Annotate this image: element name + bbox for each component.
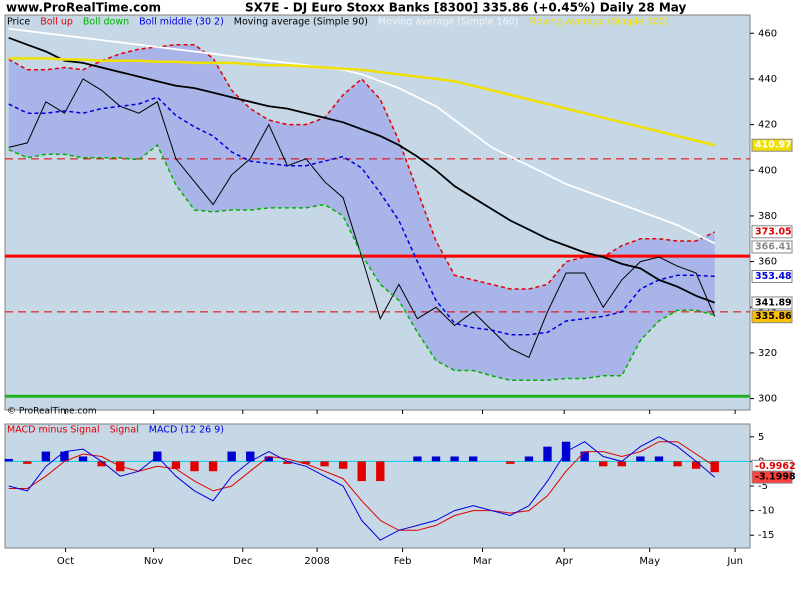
histogram-bar — [227, 451, 236, 462]
price-tag-label: -0.9962 — [755, 461, 796, 472]
histogram-bar — [710, 461, 719, 473]
legend-entry: Moving average (Simple 90) — [234, 17, 368, 28]
chart-title: SX7E - DJ Euro Stoxx Banks [8300] 335.86… — [245, 1, 687, 15]
price-tag-label: 335.86 — [755, 311, 792, 322]
histogram-bar — [301, 461, 311, 464]
legend-entry: MACD minus Signal — [7, 425, 100, 436]
series-line — [8, 43, 716, 290]
price-tag — [751, 296, 793, 310]
series-line — [8, 96, 715, 336]
x-tick-label: 2008 — [304, 556, 329, 567]
price-tag — [751, 269, 793, 283]
histogram-bar — [543, 446, 552, 462]
histogram-bar — [208, 461, 218, 472]
price-tag-label: 366.41 — [755, 241, 792, 252]
series-line — [8, 143, 715, 382]
x-tick-label: Feb — [394, 556, 412, 567]
y-tick-label: -5 — [758, 481, 768, 492]
histogram-bar — [450, 456, 459, 462]
y-tick-label: 360 — [758, 257, 777, 268]
x-tick-label: Nov — [144, 556, 164, 567]
histogram-bar — [524, 456, 534, 462]
histogram-bar — [78, 456, 88, 462]
series-line — [8, 57, 715, 147]
price-tag — [751, 138, 793, 152]
histogram-bar — [376, 461, 385, 482]
price-tag-label: -3.1998 — [755, 472, 796, 483]
price-tag — [751, 310, 793, 324]
y-tick-label: 300 — [758, 394, 777, 405]
x-tick-label: Jun — [726, 556, 743, 567]
histogram-bar — [673, 461, 682, 467]
x-tick-label: Mar — [473, 556, 493, 567]
series-line — [8, 27, 716, 245]
copyright: © ProRealTime.com — [7, 407, 97, 417]
histogram-bar — [468, 456, 478, 462]
y-tick-label: 420 — [758, 120, 777, 131]
legend-entry: Moving average (Simple 300) — [528, 17, 668, 28]
y-tick-label: 5 — [758, 432, 764, 443]
histogram-bar — [283, 461, 292, 464]
x-tick-label: Apr — [556, 556, 574, 567]
price-tag-label: 341.89 — [755, 297, 792, 308]
histogram-bar — [4, 458, 13, 462]
price-tag — [751, 470, 793, 484]
x-tick-label: Oct — [57, 556, 74, 567]
y-tick-label: 400 — [758, 165, 777, 176]
histogram-bar — [23, 461, 32, 464]
series-line — [8, 436, 716, 541]
price-tag-label: 373.05 — [755, 226, 792, 237]
y-tick-label: 380 — [758, 211, 777, 222]
x-tick-label: May — [639, 556, 660, 567]
legend-entry: Boll up — [40, 17, 73, 28]
histogram-bar — [60, 451, 69, 462]
histogram-bar — [246, 451, 255, 462]
histogram-bar — [357, 461, 366, 482]
histogram-bar — [338, 461, 348, 469]
histogram-bar — [41, 451, 51, 462]
series-line — [8, 36, 716, 304]
legend-entry: Boll down — [83, 17, 129, 28]
histogram-bar — [691, 461, 701, 469]
y-tick-label: 320 — [758, 348, 777, 359]
band-fill — [8, 44, 715, 381]
y-tick-label: 460 — [758, 28, 777, 39]
plot-area — [4, 423, 751, 549]
histogram-bar — [264, 456, 273, 462]
series-line — [8, 78, 716, 359]
site-name: www.ProRealTime.com — [6, 1, 161, 15]
histogram-bar — [190, 461, 199, 472]
price-tag-label: 410.97 — [755, 140, 792, 151]
x-tick-label: Dec — [233, 556, 252, 567]
histogram-bar — [431, 456, 441, 462]
y-tick-label: -15 — [758, 530, 774, 541]
histogram-bar — [654, 456, 664, 462]
histogram-bar — [171, 461, 181, 469]
histogram-bar — [617, 461, 626, 467]
price-tag — [751, 225, 793, 239]
legend-entry: Moving average (Simple 160) — [378, 17, 518, 28]
histogram-bar — [636, 456, 645, 462]
histogram-bar — [97, 461, 106, 467]
histogram-bar — [320, 461, 329, 467]
histogram-bar — [599, 461, 608, 467]
legend-entry: Boll middle (30 2) — [139, 17, 224, 28]
legend-entry: Price — [7, 17, 30, 28]
y-tick-label: -10 — [758, 506, 774, 517]
y-tick-label: 440 — [758, 74, 777, 85]
legend-entry: Signal — [110, 425, 139, 436]
histogram-bar — [580, 451, 589, 462]
price-tag — [751, 240, 793, 254]
histogram-bar — [413, 456, 422, 462]
histogram-bar — [506, 461, 515, 464]
legend-entry: MACD (12 26 9) — [149, 425, 224, 436]
price-tag-label: 353.48 — [755, 271, 792, 282]
